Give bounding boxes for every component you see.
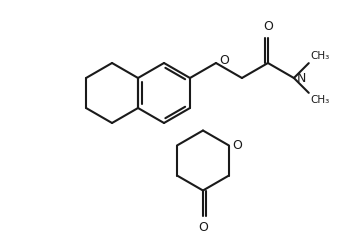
Text: CH₃: CH₃ [311, 51, 330, 61]
Text: N: N [297, 71, 306, 84]
Text: O: O [232, 139, 242, 152]
Text: O: O [198, 221, 208, 234]
Text: CH₃: CH₃ [311, 95, 330, 105]
Text: O: O [263, 20, 273, 33]
Text: O: O [219, 55, 229, 68]
